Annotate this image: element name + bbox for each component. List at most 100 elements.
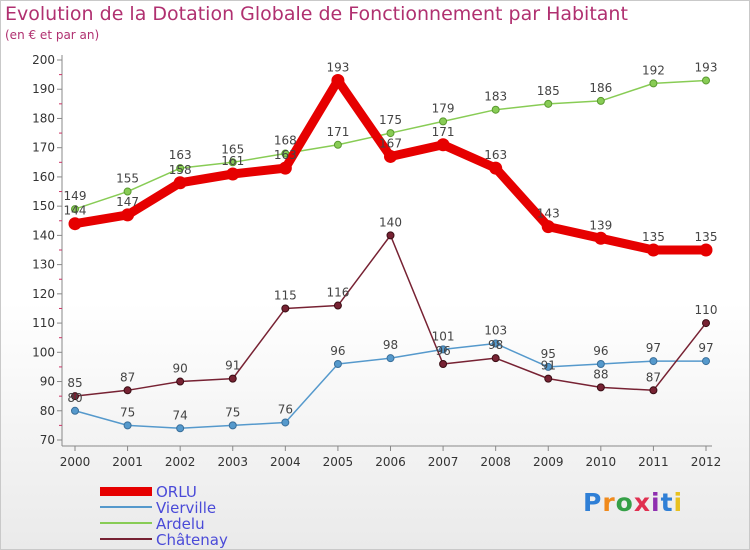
x-tick-label: 2012 [691,455,722,469]
data-label-chtenay: 87 [646,370,661,384]
data-point-orlu [541,220,555,234]
data-label-orlu: 167 [379,136,402,150]
y-tick-label: 100 [32,345,55,359]
axes: 7080901001101201301401501601701801902002… [32,53,721,469]
x-tick-label: 2003 [217,455,248,469]
x-tick-label: 2004 [270,455,301,469]
y-tick-label: 150 [32,199,55,213]
data-label-vierville: 74 [173,408,188,422]
legend-swatch-vierville [100,506,152,508]
data-label-chtenay: 115 [274,288,297,302]
data-point-vierville [228,421,237,430]
data-point-orlu [646,243,660,257]
data-point-vierville [544,362,553,371]
data-label-ardelu: 175 [379,113,402,127]
data-label-ardelu: 193 [695,60,718,74]
data-point-chtenay [544,374,553,383]
data-label-chtenay: 88 [593,367,608,381]
data-label-orlu: 163 [484,148,507,162]
data-label-orlu: 193 [326,60,349,74]
data-label-ardelu: 171 [326,125,349,139]
data-label-chtenay: 90 [173,362,188,376]
y-tick-label: 70 [40,433,55,447]
data-labels: 144 147 158 161 163 193 167 171 163 143 139 135 135 8… [64,60,718,422]
data-point-ardelu [439,117,448,126]
data-label-orlu: 161 [221,154,244,168]
data-point-chtenay [649,386,658,395]
data-point-chtenay [702,319,710,328]
data-label-ardelu: 179 [432,101,455,115]
legend-label-chtenay: Châtenay [156,531,228,549]
data-point-orlu [594,231,608,245]
x-tick-label: 2010 [586,455,617,469]
data-label-ardelu: 149 [64,189,87,203]
data-point-vierville [333,360,342,368]
x-tick-label: 2007 [428,455,459,469]
logo-letter: i [673,488,684,517]
series-line-chtenay [74,234,707,397]
legend-swatch-ardelu [100,522,152,524]
data-point-vierville [386,354,395,363]
data-point-chtenay [228,374,237,383]
data-label-orlu: 139 [589,218,612,232]
data-label-orlu: 144 [64,204,87,218]
data-label-chtenay: 91 [541,359,556,373]
data-label-vierville: 97 [698,341,713,355]
data-point-chtenay [333,301,342,310]
data-label-ardelu: 165 [221,142,244,156]
data-label-orlu: 135 [642,230,665,244]
legend-label-ardelu: Ardelu [156,515,205,533]
data-label-ardelu: 185 [537,84,560,98]
data-point-chtenay [491,354,500,363]
data-label-chtenay: 98 [488,338,503,352]
legend-swatch-orlu [100,486,152,496]
data-label-ardelu: 186 [589,81,612,95]
data-point-chtenay [281,304,290,313]
y-tick-label: 80 [40,404,55,418]
proxiti-logo: Proxiti [583,488,683,517]
y-tick-label: 160 [32,170,55,184]
logo-letter: t [660,488,674,517]
series-layer [68,73,713,433]
data-point-vierville [281,418,290,427]
logo-letter: i [651,488,661,517]
data-point-orlu [331,73,345,87]
data-label-orlu: 171 [432,125,455,139]
data-label-vierville: 80 [67,391,82,405]
data-label-orlu: 158 [169,163,192,177]
x-tick-label: 2008 [480,455,511,469]
data-label-vierville: 103 [484,324,507,338]
data-point-orlu [489,161,503,175]
data-label-chtenay: 110 [695,303,718,317]
y-tick-label: 130 [32,258,55,272]
data-point-ardelu [176,164,185,173]
y-tick-label: 140 [32,228,55,242]
data-point-chtenay [71,392,79,401]
data-point-ardelu [333,140,342,149]
data-point-ardelu [71,205,79,214]
y-tick-label: 110 [32,316,55,330]
y-tick-label: 190 [32,82,55,96]
data-point-ardelu [649,79,658,88]
data-label-orlu: 163 [274,148,297,162]
data-label-vierville: 76 [278,402,293,416]
x-tick-label: 2011 [638,455,669,469]
data-point-vierville [176,424,185,433]
data-point-ardelu [491,105,500,114]
data-label-orlu: 135 [695,230,718,244]
data-label-ardelu: 183 [484,90,507,104]
data-point-chtenay [123,386,132,395]
x-tick-label: 2005 [323,455,354,469]
data-label-ardelu: 155 [116,172,139,186]
data-label-vierville: 75 [225,405,240,419]
x-tick-label: 2001 [112,455,143,469]
data-label-orlu: 147 [116,195,139,209]
data-point-vierville [702,357,710,366]
data-point-orlu [173,176,187,190]
data-label-orlu: 143 [537,207,560,221]
data-point-chtenay [439,360,448,368]
data-point-orlu [68,217,82,231]
logo-letter: r [602,488,616,517]
data-point-ardelu [596,96,605,105]
